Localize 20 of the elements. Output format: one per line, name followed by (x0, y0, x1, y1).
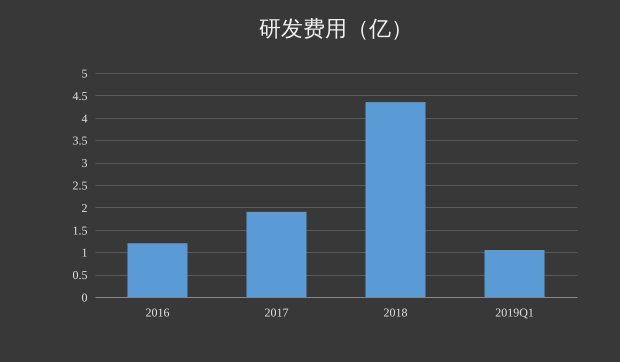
y-tick-label: 2.5 (72, 178, 88, 192)
y-tick-label: 3 (82, 156, 88, 170)
bar (366, 102, 426, 297)
y-tick-label: 4.5 (72, 88, 88, 103)
y-tick-label: 2 (82, 200, 88, 215)
y-tick-label: 0 (82, 290, 88, 304)
y-tick-label: 1 (82, 246, 88, 260)
x-tick-label: 2016 (145, 306, 170, 320)
x-tick-label: 2019Q1 (495, 306, 534, 320)
chart-title: 研发费用（亿） (259, 17, 413, 42)
y-tick-label: 5 (82, 66, 88, 80)
y-tick-label: 4 (82, 111, 88, 126)
bar (127, 243, 188, 297)
bar (484, 250, 545, 297)
bar (246, 212, 306, 297)
x-tick-label: 2017 (264, 306, 288, 320)
x-tick-label: 2018 (384, 306, 408, 320)
y-tick-label: 0.5 (72, 268, 88, 282)
y-tick-label: 1.5 (72, 223, 88, 238)
y-tick-label: 3.5 (72, 134, 88, 148)
